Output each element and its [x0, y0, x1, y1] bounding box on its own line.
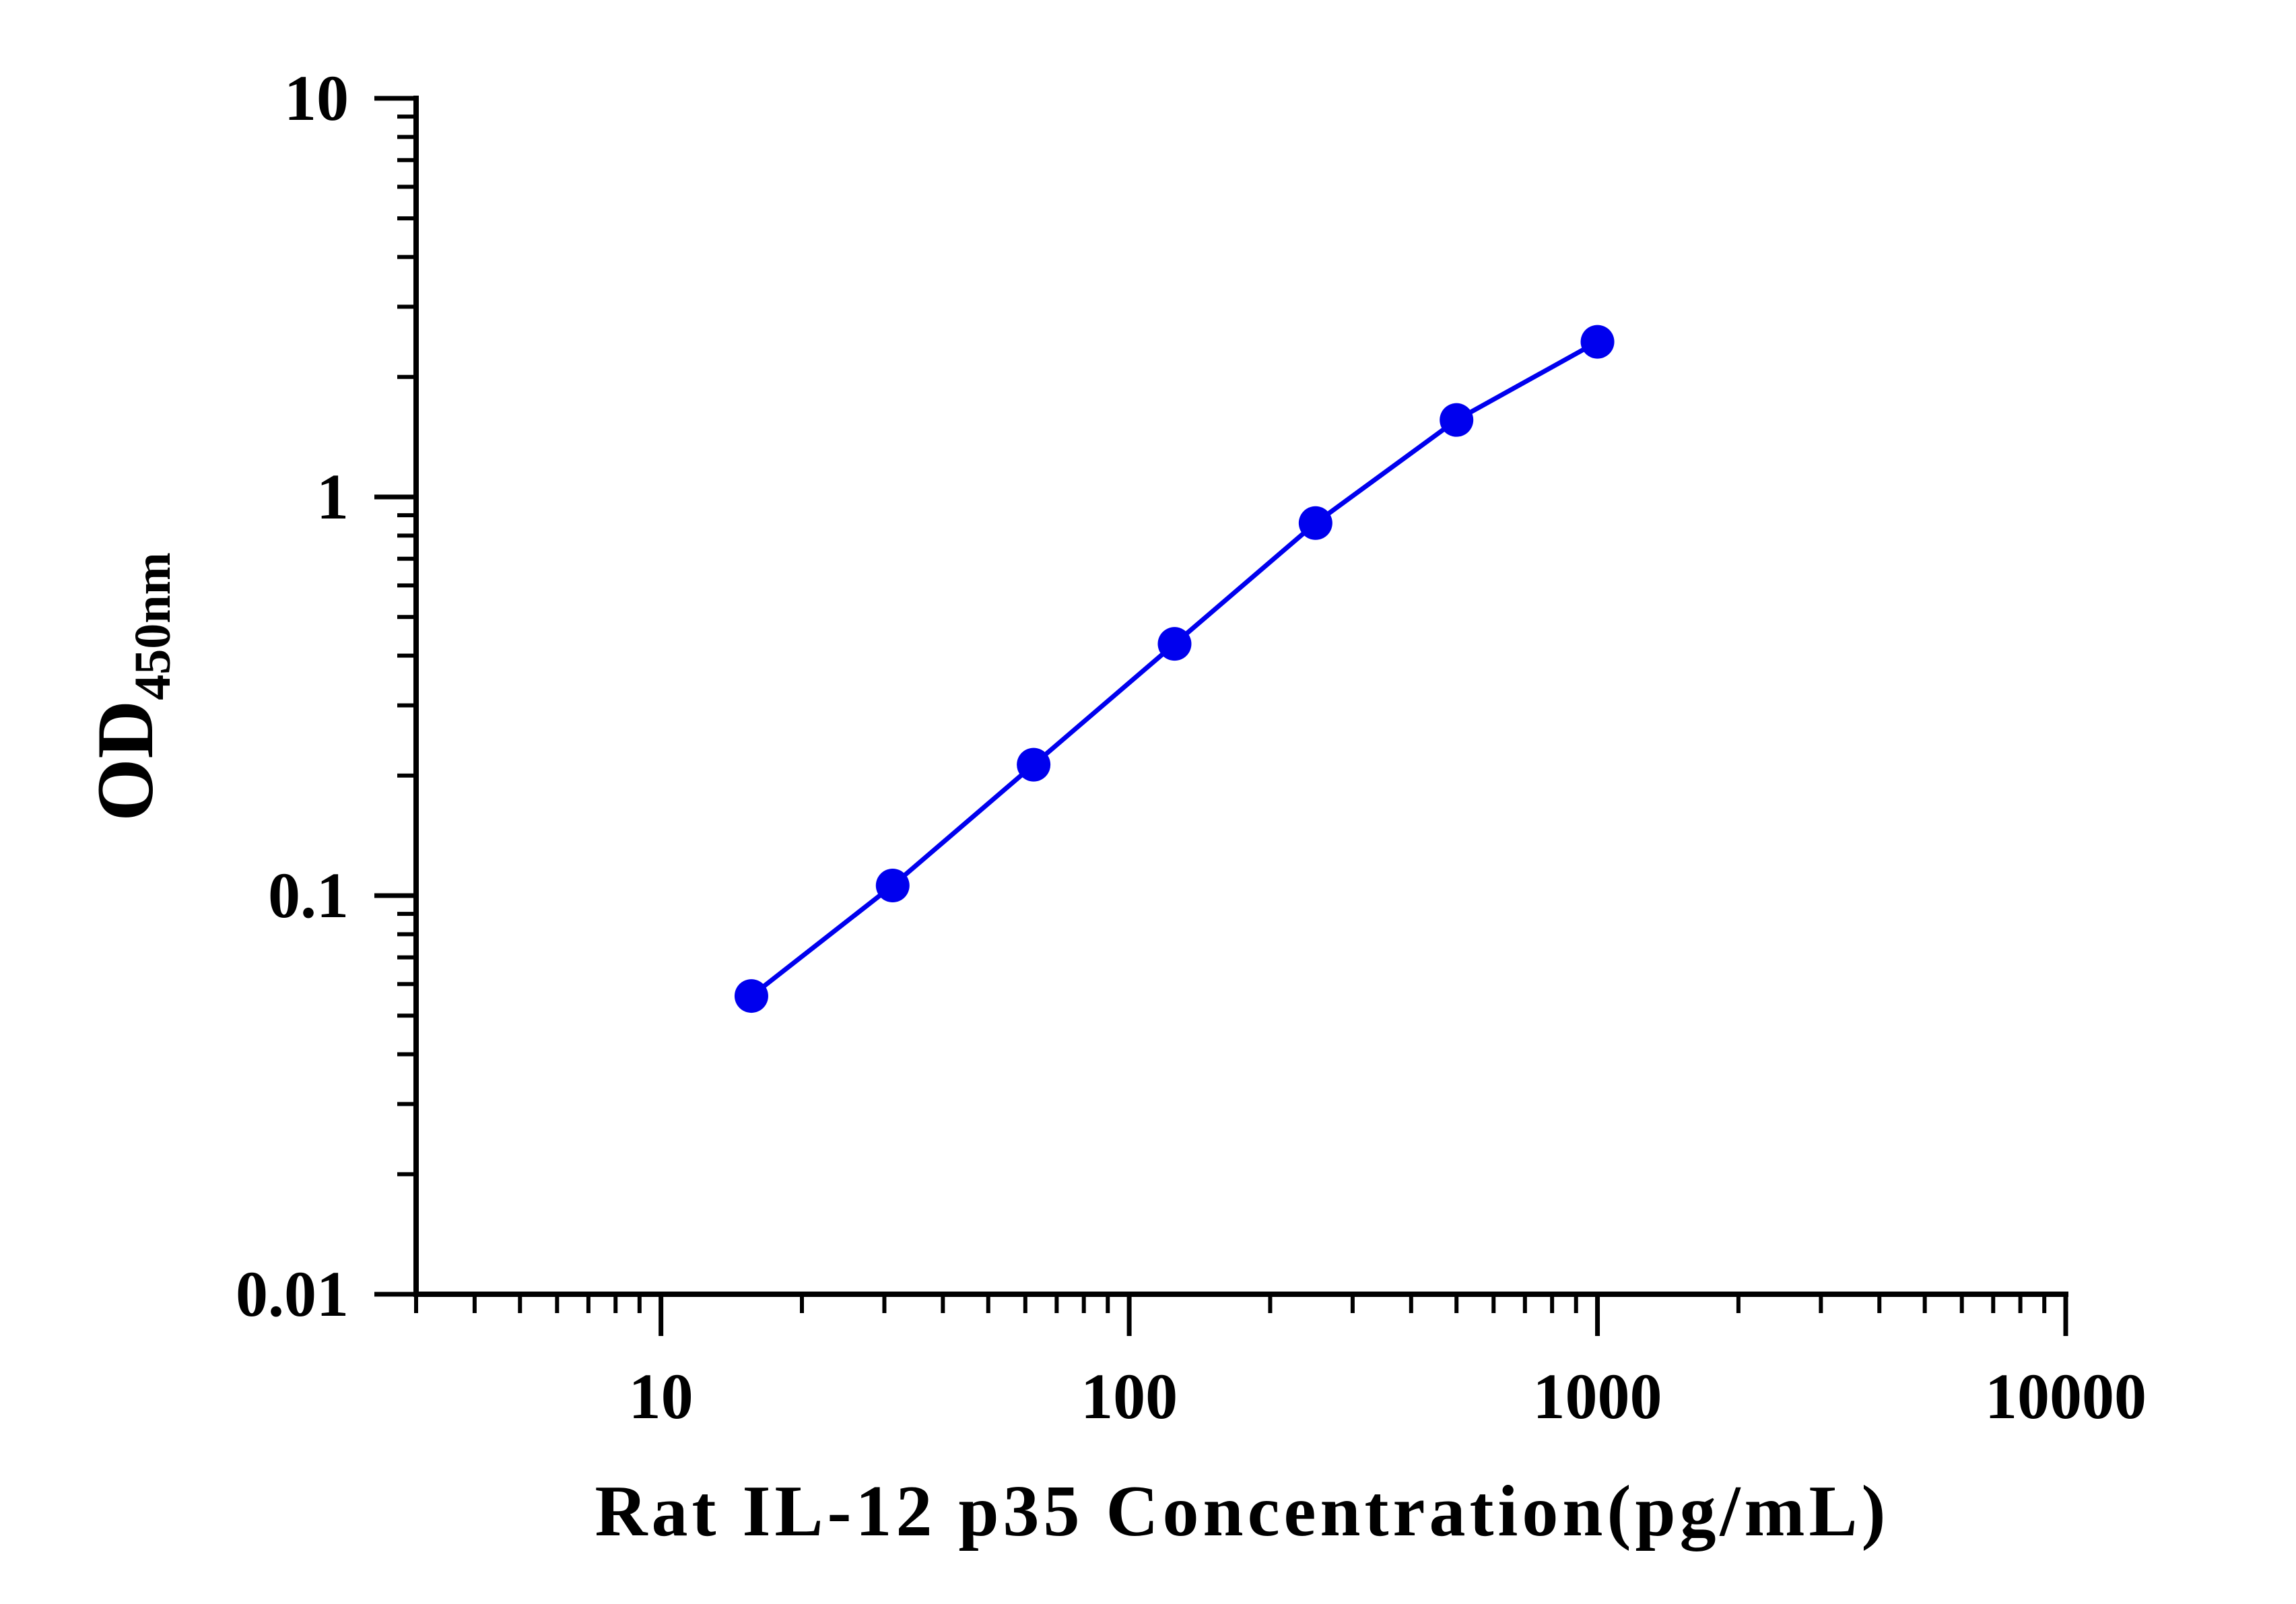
data-point: [1017, 747, 1051, 782]
data-point: [1157, 627, 1192, 661]
y-tick-labels: 0.01 0.1 1 10: [236, 62, 349, 1330]
x-axis-title: Rat IL-12 p35 Concentration(pg/mL): [595, 1471, 1890, 1551]
data-point: [1440, 403, 1474, 437]
y-tick-label: 1: [316, 461, 349, 533]
x-tick-labels: 10 100 1000 10000: [629, 1360, 2147, 1432]
x-tick-label: 100: [1081, 1360, 1178, 1432]
y-tick-label: 0.1: [268, 859, 349, 931]
series-line: [749, 339, 1599, 998]
series-layer: [734, 325, 1615, 1013]
y-tick-label: 0.01: [236, 1258, 349, 1330]
y-axis-title: OD450nm: [80, 552, 181, 822]
y-tick-label: 10: [284, 62, 349, 134]
y-axis-title-main: OD: [80, 700, 170, 822]
x-tick-label: 1000: [1533, 1360, 1662, 1432]
data-point: [734, 979, 768, 1013]
axes: [374, 96, 2068, 1336]
data-point: [1298, 506, 1332, 540]
x-tick-label: 10000: [1985, 1360, 2147, 1432]
data-point: [875, 869, 910, 903]
y-axis-title-subscript: 450nm: [125, 552, 181, 700]
data-point: [1580, 325, 1615, 359]
x-tick-label: 10: [629, 1360, 694, 1432]
